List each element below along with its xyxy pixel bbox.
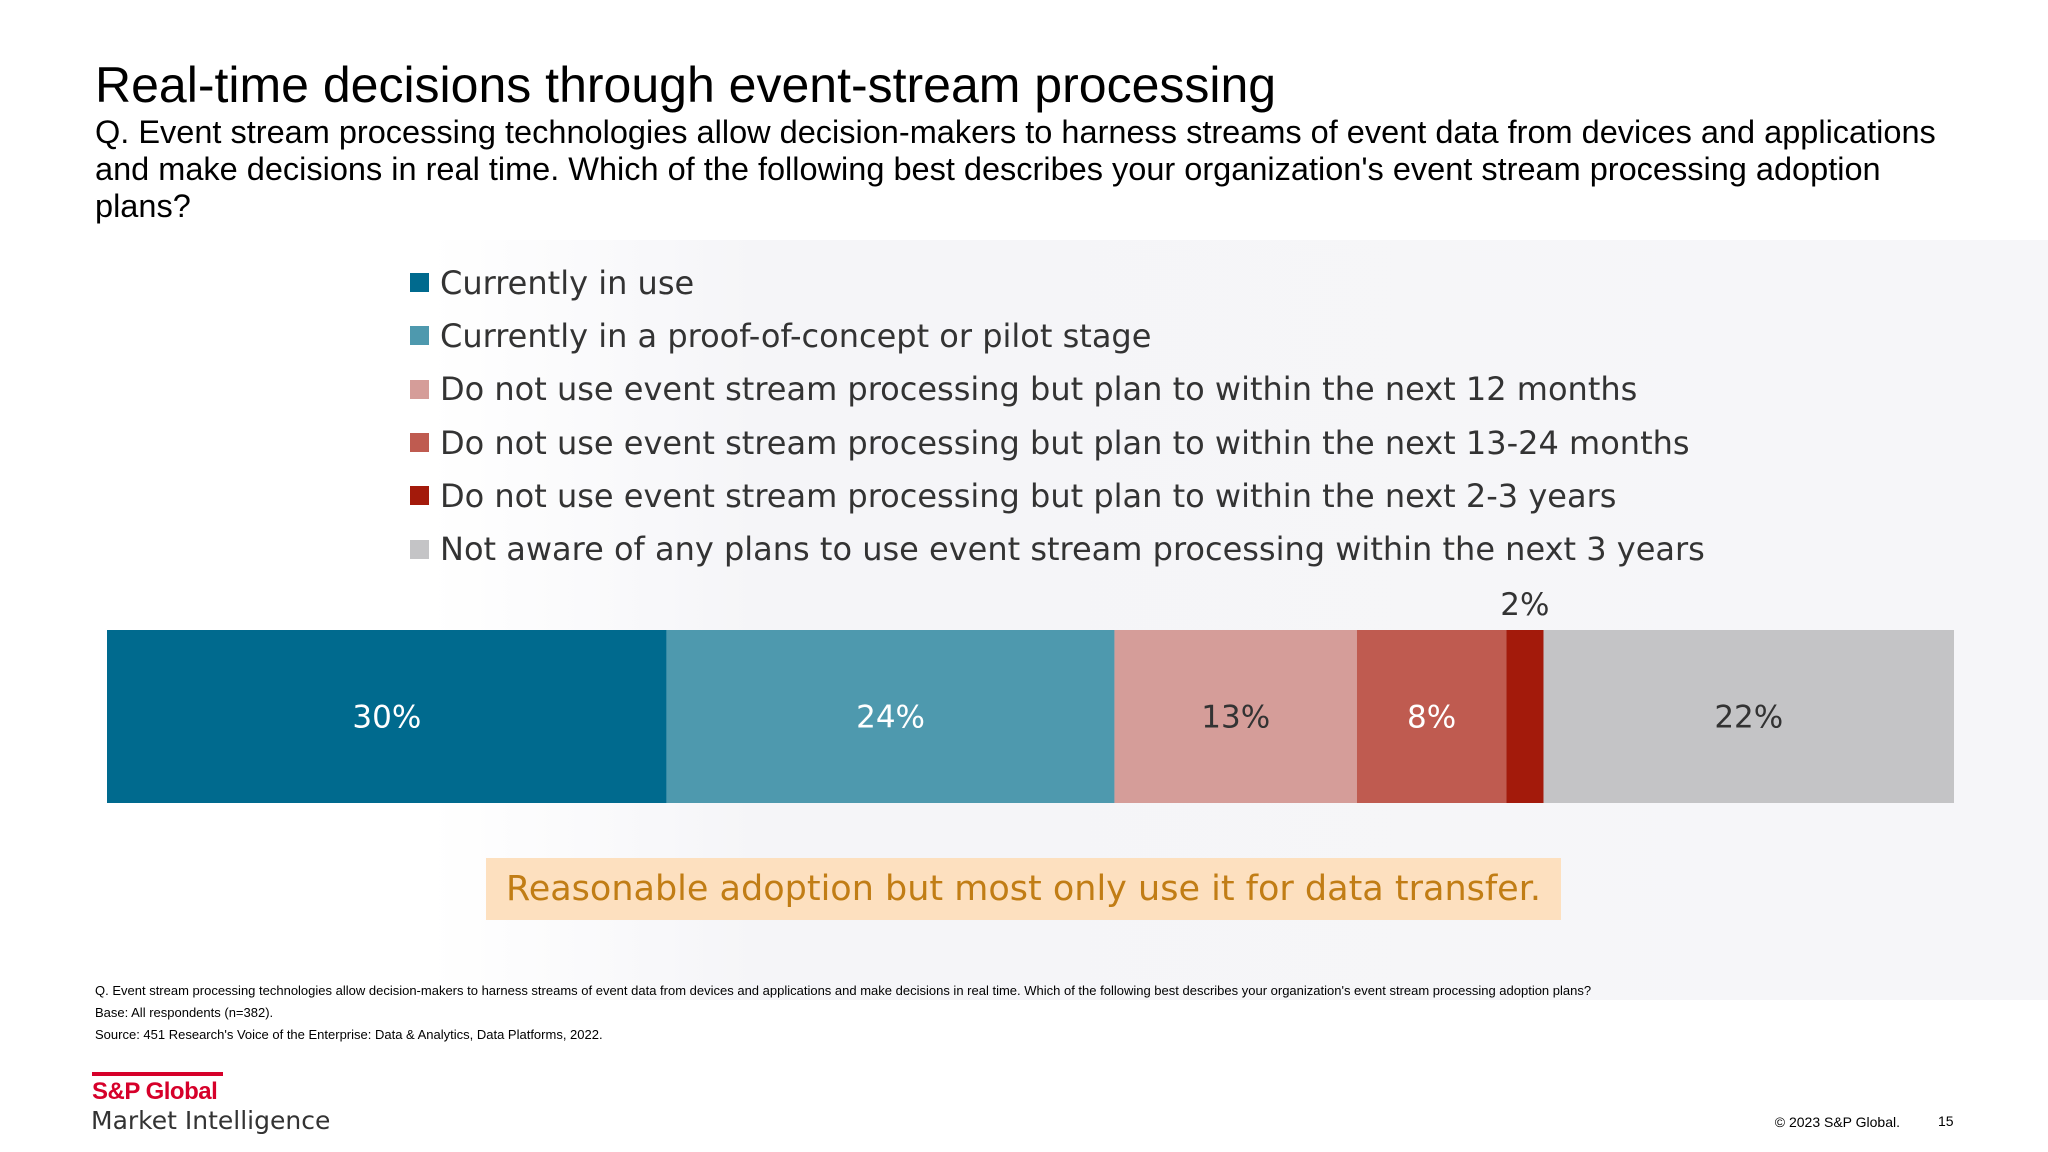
bar-segment — [107, 630, 667, 803]
data-label: 2% — [1500, 587, 1549, 623]
legend-swatch — [410, 539, 429, 559]
legend-swatch — [410, 273, 429, 293]
legend-swatch — [410, 486, 429, 506]
data-label: 8% — [1407, 700, 1456, 736]
bar-segment — [1356, 630, 1507, 803]
bar-segment — [666, 630, 1115, 803]
legend-item: Currently in use — [410, 256, 1705, 309]
legend-item: Do not use event stream processing but p… — [410, 416, 1705, 469]
bar-segment — [1543, 630, 1954, 803]
legend-label: Currently in use — [440, 263, 695, 302]
copyright-text: © 2023 S&P Global. — [1774, 1114, 1900, 1130]
data-label: 30% — [352, 700, 421, 736]
page-number: 15 — [1938, 1113, 1954, 1129]
footnote-base: Base: All respondents (n=382). — [95, 1005, 274, 1020]
stacked-bar-chart: 30% 24% 13% 8% 2% 22% — [107, 587, 1954, 803]
data-label: 22% — [1714, 700, 1783, 736]
data-label: 13% — [1201, 700, 1270, 736]
legend-label: Do not use event stream processing but p… — [440, 423, 1690, 462]
footnote-question: Q. Event stream processing technologies … — [95, 983, 1592, 998]
legend-label: Currently in a proof-of-concept or pilot… — [440, 316, 1152, 355]
bar-segment — [1506, 630, 1544, 803]
logo-sp-global: S&P Global — [92, 1078, 218, 1105]
page-subtitle: Q. Event stream processing technologies … — [95, 114, 1936, 224]
legend-swatch — [410, 433, 429, 453]
legend-swatch — [410, 326, 429, 346]
footnote-source: Source: 451 Research's Voice of the Ente… — [95, 1027, 603, 1042]
legend-label: Not aware of any plans to use event stre… — [440, 530, 1705, 569]
bar-segment — [1114, 630, 1357, 803]
data-label: 24% — [856, 700, 925, 736]
legend-swatch — [410, 379, 429, 399]
logo-market-intelligence: Market Intelligence — [91, 1106, 331, 1135]
legend-item: Currently in a proof-of-concept or pilot… — [410, 309, 1705, 362]
legend-label: Do not use event stream processing but p… — [440, 370, 1638, 409]
chart-legend: Currently in use Currently in a proof-of-… — [410, 256, 1705, 576]
page-title: Real-time decisions through event-stream… — [95, 57, 1277, 113]
callout-box: Reasonable adoption but most only use it… — [486, 858, 1561, 920]
logo-rule — [92, 1072, 223, 1076]
legend-label: Do not use event stream processing but p… — [440, 476, 1617, 515]
legend-item: Do not use event stream processing but p… — [410, 363, 1705, 416]
legend-item: Do not use event stream processing but p… — [410, 469, 1705, 522]
legend-item: Not aware of any plans to use event stre… — [410, 522, 1705, 575]
